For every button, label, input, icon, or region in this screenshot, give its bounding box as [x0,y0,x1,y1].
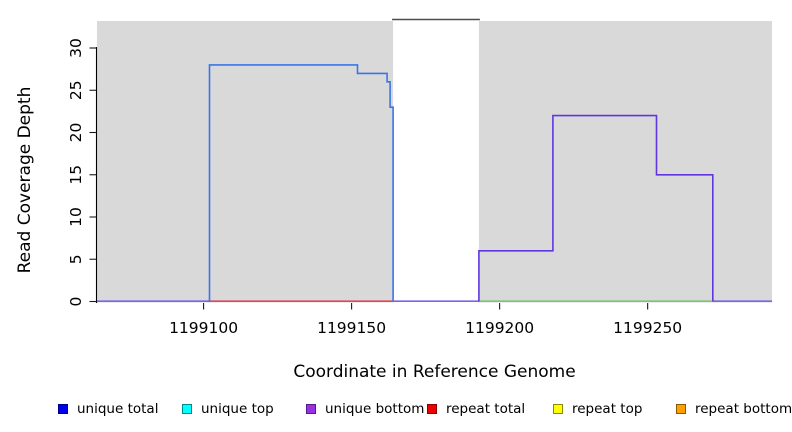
x-tick-label: 1199100 [169,319,238,337]
legend-label: repeat total [446,401,526,417]
legend-swatch-repeat-total [427,404,437,414]
legend-swatch-unique-bottom [306,404,316,414]
y-axis-title: Read Coverage Depth [15,87,35,274]
series-line-unique-bottom [478,114,714,302]
legend-label: repeat top [572,401,643,417]
y-tick-label: 30 [67,38,85,58]
y-tick-label: 15 [67,165,85,185]
x-tick-label: 1199150 [317,319,386,337]
y-tick-label: 10 [67,207,85,227]
legend-swatch-unique-total [58,404,68,414]
legend-item-repeat-total: repeat total [427,401,525,417]
series-line-unique-total [208,64,394,302]
legend-item-repeat-bottom: repeat bottom [676,401,792,417]
x-tick-label: 1199200 [465,319,534,337]
y-tick-label: 5 [67,254,85,264]
legend-swatch-unique-top [182,404,192,414]
legend-swatch-repeat-bottom [676,404,686,414]
legend-item-unique-bottom: unique bottom [306,401,424,417]
chart-legend: unique total unique top unique bottom re… [0,401,792,419]
legend-swatch-repeat-top [553,404,563,414]
y-tick-label: 0 [67,297,85,307]
y-tick-label: 25 [67,80,85,100]
x-axis-title: Coordinate in Reference Genome [293,362,575,382]
x-tick-label: 1199250 [613,319,682,337]
coverage-chart: 0 5 10 15 20 25 30 1199100 1199150 1199200 1199250… [15,18,772,382]
legend-item-repeat-top: repeat top [553,401,642,417]
coverage-gap-region [393,21,479,303]
legend-label: unique total [77,401,159,417]
legend-label: repeat bottom [695,401,792,417]
legend-item-unique-top: unique top [182,401,274,417]
legend-label: unique top [201,401,274,417]
legend-item-unique-total: unique total [58,401,158,417]
legend-label: unique bottom [325,401,425,417]
y-tick-label: 20 [67,123,85,143]
